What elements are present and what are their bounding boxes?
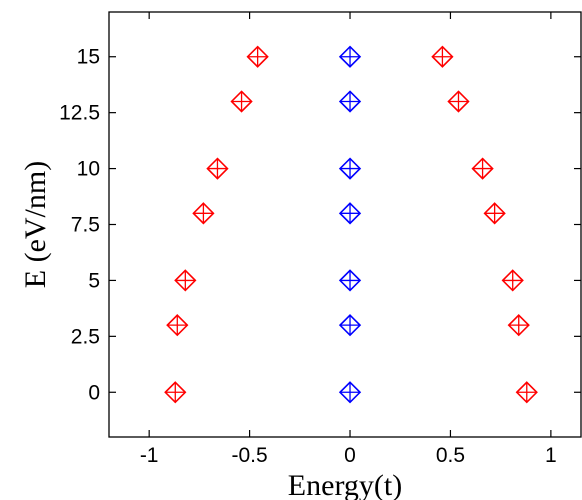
data-point [174, 269, 197, 292]
y-tick-label: 2.5 [71, 325, 100, 348]
data-point [471, 157, 494, 180]
data-point [507, 314, 530, 337]
y-axis-title: E (eV/nm) [19, 161, 52, 288]
data-point [431, 45, 454, 68]
data-point [338, 269, 362, 292]
data-point [338, 45, 362, 68]
data-point [338, 381, 362, 404]
plot-area [108, 11, 582, 438]
x-tick-label: 1 [545, 444, 557, 467]
data-point [338, 202, 362, 225]
y-tick-label: 10 [77, 158, 100, 181]
y-tick-label: 0 [88, 381, 100, 404]
x-tick-label: -0.5 [232, 444, 268, 467]
data-point [483, 202, 506, 225]
data-point [501, 269, 524, 292]
data-markers [164, 45, 538, 404]
data-point [338, 314, 362, 337]
x-axis-title: Energy(t) [288, 469, 402, 500]
plot-frame [108, 11, 582, 438]
data-point [246, 45, 269, 68]
data-point [338, 157, 362, 180]
y-tick-label: 15 [77, 46, 100, 69]
y-tick-label: 12.5 [59, 102, 100, 125]
data-point [230, 90, 253, 113]
x-tick-label: -1 [140, 444, 159, 467]
data-point [338, 90, 362, 113]
y-tick-label: 7.5 [71, 214, 100, 237]
data-point [447, 90, 470, 113]
y-tick-label: 5 [88, 269, 100, 292]
data-point [206, 157, 229, 180]
data-point [164, 381, 187, 404]
x-tick-label: 0 [344, 444, 356, 467]
data-point [192, 202, 215, 225]
x-tick-label: 0.5 [436, 444, 465, 467]
data-point [515, 381, 538, 404]
data-point [166, 314, 189, 337]
